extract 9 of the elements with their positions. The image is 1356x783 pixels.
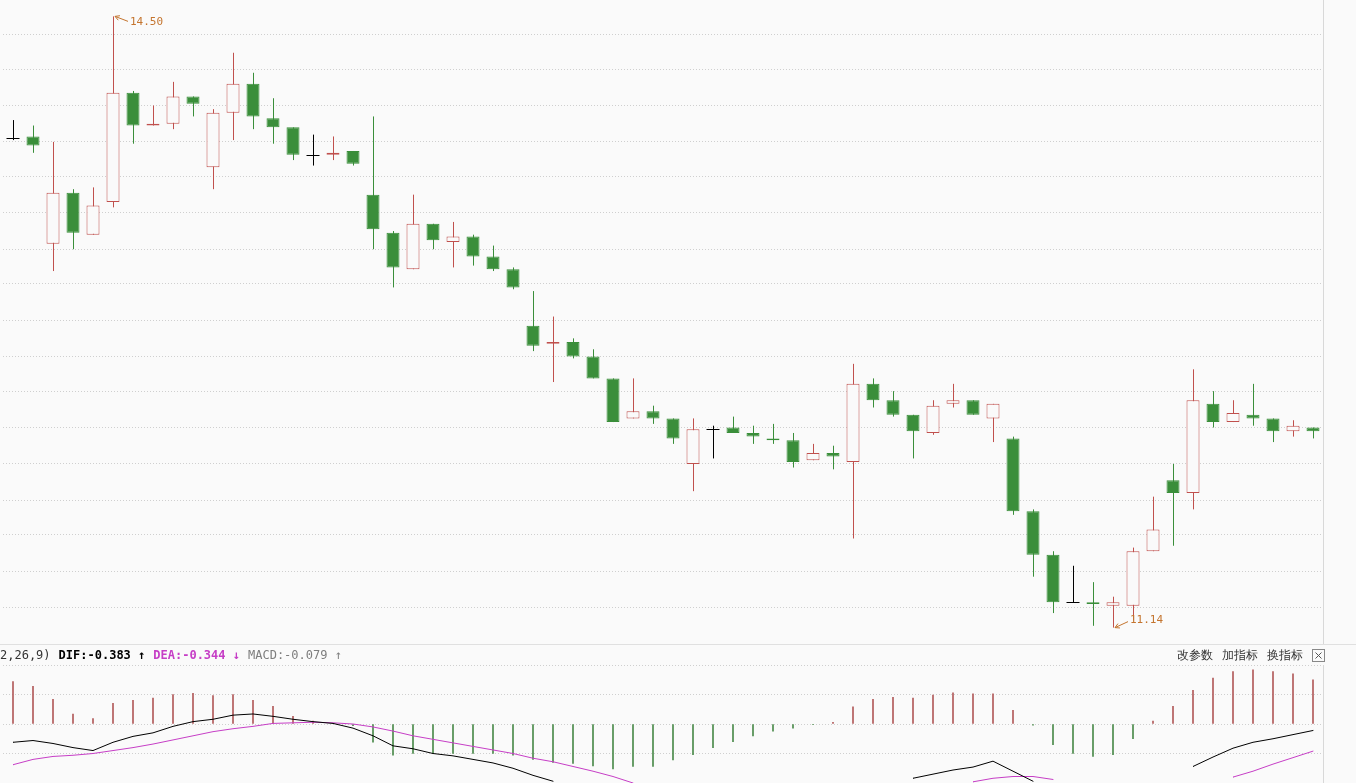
annotation: 11.14 (1130, 613, 1164, 627)
text: DEA:-0.344 ↓ (153, 648, 240, 662)
text: MACD:-0.079 ↑ (247, 648, 342, 662)
annotation: 14.50 (130, 15, 164, 29)
chart-title: 2,26,9) (0, 648, 51, 662)
text: 换指标 (1267, 647, 1303, 664)
text: DIF:-0.383 ↑ (58, 648, 146, 662)
text: 加指标 (1222, 647, 1258, 664)
text: 改参数 (1177, 647, 1213, 664)
